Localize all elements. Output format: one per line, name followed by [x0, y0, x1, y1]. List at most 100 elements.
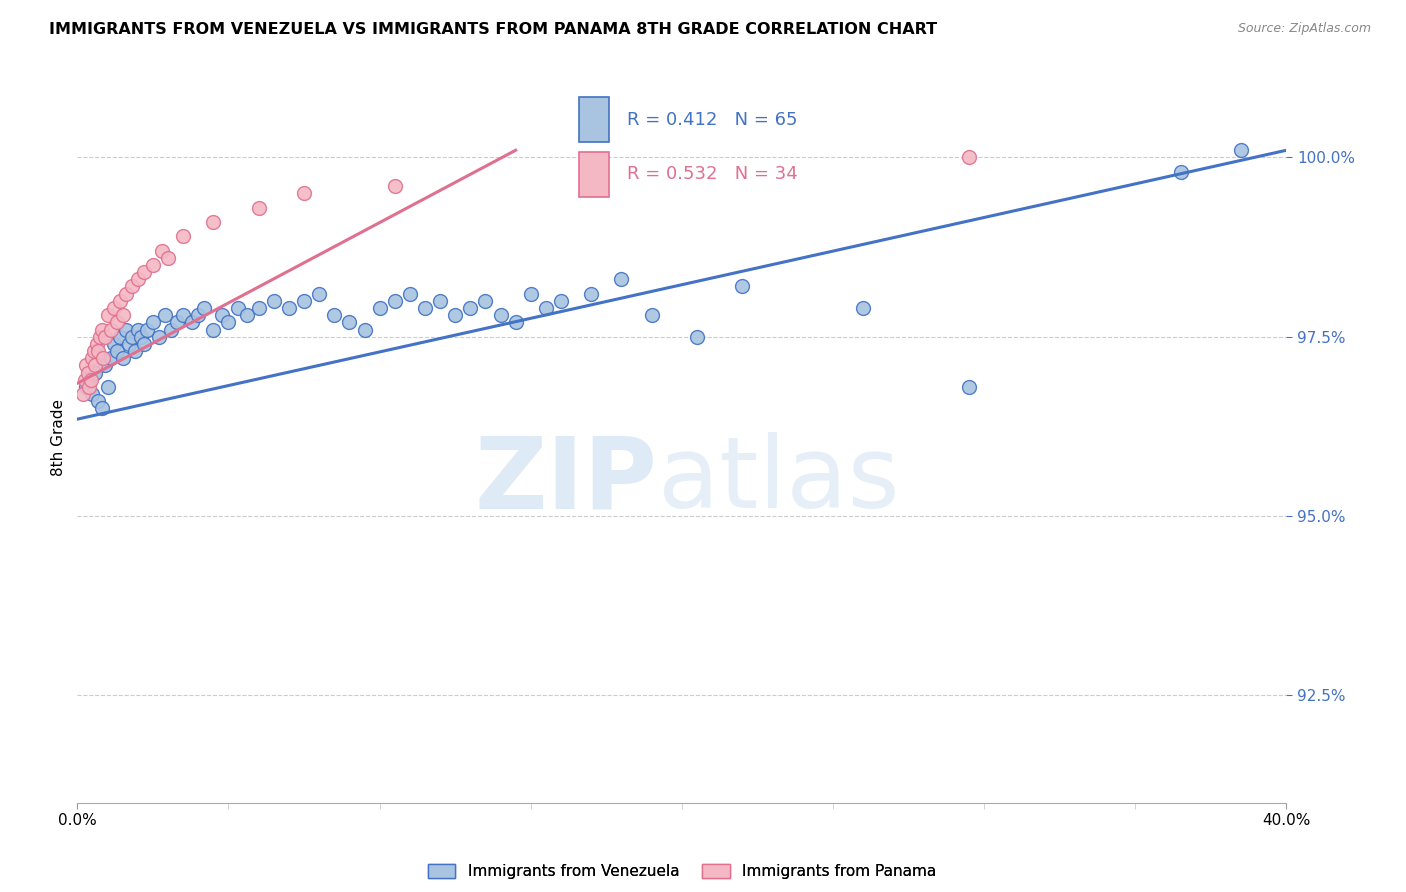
Point	[77, 366, 100, 380]
Point	[292, 186, 315, 201]
Point	[80, 373, 103, 387]
Point	[129, 329, 152, 343]
Point	[73, 373, 96, 387]
Point	[852, 301, 875, 315]
Point	[90, 401, 112, 416]
Point	[458, 301, 481, 315]
Point	[87, 344, 110, 359]
Legend: Immigrants from Venezuela, Immigrants from Panama: Immigrants from Venezuela, Immigrants fr…	[427, 863, 936, 880]
Point	[278, 301, 301, 315]
Point	[84, 359, 107, 373]
Point	[100, 351, 122, 366]
Point	[86, 336, 108, 351]
Point	[93, 329, 115, 343]
Point	[127, 322, 149, 336]
Point	[142, 258, 165, 272]
Point	[114, 286, 136, 301]
Point	[226, 301, 249, 315]
Point	[153, 308, 176, 322]
Point	[235, 308, 257, 322]
Point	[218, 315, 240, 329]
Point	[534, 301, 557, 315]
Text: atlas: atlas	[658, 433, 900, 530]
Point	[686, 329, 709, 343]
Point	[121, 279, 143, 293]
Point	[581, 286, 603, 301]
Point	[323, 308, 346, 322]
Point	[105, 344, 128, 359]
Point	[135, 322, 157, 336]
Point	[202, 215, 225, 229]
Point	[187, 308, 209, 322]
Point	[90, 322, 112, 336]
Point	[181, 315, 204, 329]
Point	[172, 308, 194, 322]
Point	[82, 351, 104, 366]
Text: ZIP: ZIP	[475, 433, 658, 530]
Point	[247, 301, 270, 315]
Point	[89, 329, 111, 343]
Point	[87, 394, 110, 409]
Point	[111, 351, 134, 366]
Point	[505, 315, 527, 329]
Point	[114, 322, 136, 336]
Point	[96, 380, 118, 394]
Point	[641, 308, 664, 322]
Point	[550, 293, 572, 308]
Text: R = 0.412   N = 65: R = 0.412 N = 65	[627, 111, 799, 128]
Point	[292, 293, 315, 308]
Point	[132, 265, 155, 279]
Text: R = 0.532   N = 34: R = 0.532 N = 34	[627, 166, 799, 184]
Point	[384, 293, 406, 308]
Point	[75, 359, 97, 373]
Point	[193, 301, 215, 315]
Point	[172, 229, 194, 244]
Point	[150, 244, 173, 258]
Text: Source: ZipAtlas.com: Source: ZipAtlas.com	[1237, 22, 1371, 36]
Point	[93, 359, 115, 373]
Point	[429, 293, 451, 308]
Point	[132, 336, 155, 351]
Point	[520, 286, 543, 301]
Point	[211, 308, 233, 322]
Point	[124, 344, 146, 359]
Point	[111, 308, 134, 322]
Point	[96, 308, 118, 322]
Point	[166, 315, 188, 329]
Y-axis label: 8th Grade: 8th Grade	[51, 399, 66, 475]
Point	[79, 373, 101, 387]
Point	[82, 387, 104, 401]
Point	[202, 322, 225, 336]
Point	[160, 322, 183, 336]
Point	[72, 387, 94, 401]
Point	[444, 308, 467, 322]
Point	[731, 279, 754, 293]
Point	[103, 301, 125, 315]
Point	[108, 293, 131, 308]
Point	[957, 380, 980, 394]
Point	[121, 329, 143, 343]
Point	[474, 293, 496, 308]
Point	[957, 150, 980, 164]
Text: IMMIGRANTS FROM VENEZUELA VS IMMIGRANTS FROM PANAMA 8TH GRADE CORRELATION CHART: IMMIGRANTS FROM VENEZUELA VS IMMIGRANTS …	[49, 22, 938, 37]
FancyBboxPatch shape	[579, 97, 609, 143]
Point	[91, 351, 114, 366]
Point	[103, 336, 125, 351]
Point	[263, 293, 285, 308]
Point	[142, 315, 165, 329]
Point	[489, 308, 512, 322]
Point	[1170, 165, 1192, 179]
Point	[83, 344, 105, 359]
Point	[1230, 143, 1253, 157]
Point	[384, 179, 406, 194]
Point	[413, 301, 436, 315]
Point	[610, 272, 633, 286]
Point	[353, 322, 375, 336]
Point	[339, 315, 360, 329]
Point	[308, 286, 330, 301]
Point	[75, 380, 97, 394]
Point	[105, 315, 128, 329]
Point	[247, 201, 270, 215]
Point	[118, 336, 141, 351]
Point	[100, 322, 122, 336]
